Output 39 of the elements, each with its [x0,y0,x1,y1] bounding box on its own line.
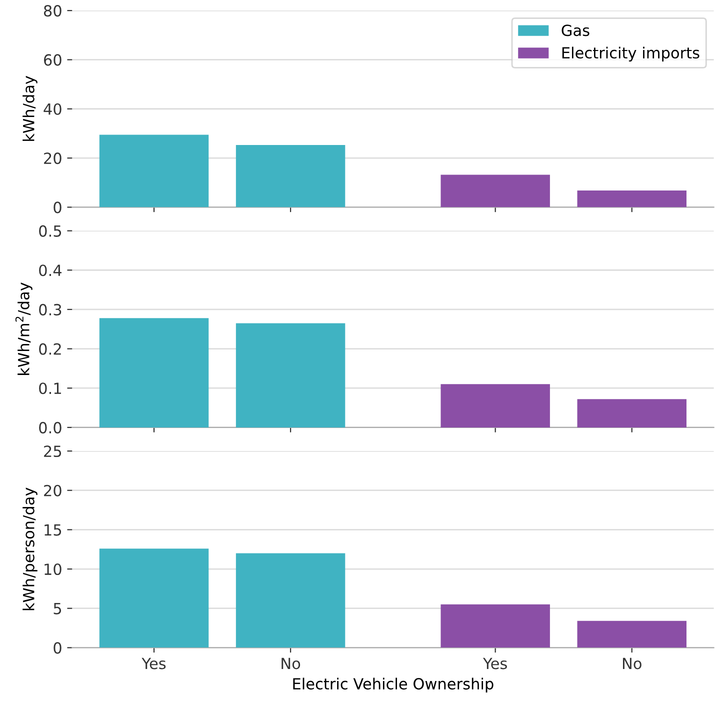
x-tick-label: Yes [482,658,507,670]
bar [99,318,209,428]
y-tick-label: 15 [44,524,62,536]
x-axis-title: Electric Vehicle Ownership [293,678,494,693]
y-tick-label: 0 [54,202,62,214]
y-tick-label: 0.5 [39,225,62,237]
bar [236,553,346,648]
bar [440,384,550,428]
bar [236,145,346,208]
bar [99,134,209,208]
y-tick-label: 10 [44,563,62,576]
x-tick-label: No [282,658,300,670]
y-tick-label: 80 [44,5,62,17]
y-tick-label: 0 [54,642,62,654]
y-tick-label: 0.0 [39,422,62,434]
y-tick-label: 40 [44,103,62,115]
y-tick-label: 0.4 [39,264,62,276]
y-tick-label: 20 [44,484,62,496]
y-tick-label: 0.3 [39,304,62,316]
bar [236,323,346,428]
y-tick-label: 20 [44,152,62,164]
y-axis-title: kWh/day [22,76,38,141]
legend-label: Gas [562,24,590,36]
bar [577,399,686,428]
y-tick-label: 5 [54,603,62,614]
y-tick-label: 60 [44,54,62,66]
bar [440,604,550,648]
x-tick-label: Yes [142,658,166,670]
bar [577,190,686,208]
bar [99,548,209,648]
legend-label: Electricity imports [562,46,700,62]
bar [577,620,686,648]
y-tick-label: 0.2 [39,343,61,355]
bar [440,174,550,208]
y-tick-label: 25 [44,446,62,458]
y-axis-title: kWh/m$^{2}$/day [15,282,32,375]
y-tick-label: 0.1 [39,382,61,394]
y-axis-title: kWh/person/day [22,488,38,610]
x-tick-label: No [622,658,642,670]
